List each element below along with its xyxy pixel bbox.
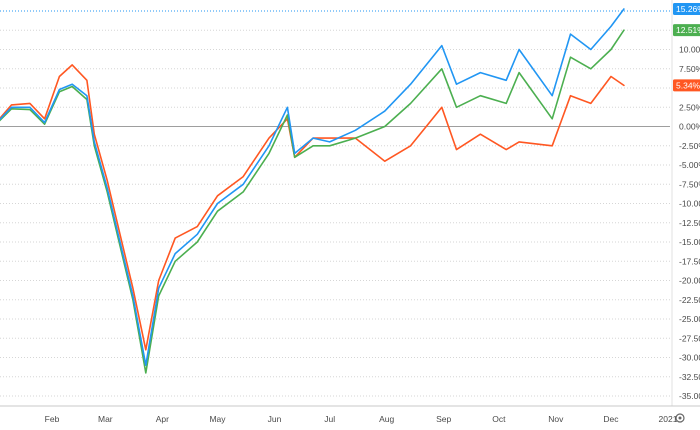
x-tick-label: Jul xyxy=(324,414,335,424)
horizontal-grid xyxy=(0,10,670,397)
y-tick-label: -5.00% xyxy=(679,160,700,170)
series-end-label: 12.51% xyxy=(676,25,700,35)
x-tick-label: Mar xyxy=(98,414,113,424)
x-tick-label: 2021 xyxy=(659,414,678,424)
series-end-label: 15.26% xyxy=(676,4,700,14)
series-line xyxy=(0,64,625,351)
y-tick-label: -10.00% xyxy=(679,199,700,209)
y-tick-label: -12.50% xyxy=(679,218,700,228)
series-end-label: 5.34% xyxy=(676,80,700,90)
y-tick-label: 0.00% xyxy=(679,122,700,132)
x-tick-label: Aug xyxy=(379,414,394,424)
y-tick-label: -25.00% xyxy=(679,314,700,324)
y-tick-label: -2.50% xyxy=(679,141,700,151)
x-tick-label: Oct xyxy=(492,414,506,424)
y-tick-label: -15.00% xyxy=(679,237,700,247)
series-line xyxy=(0,8,625,367)
x-tick-label: Apr xyxy=(156,414,169,424)
y-tick-label: 2.50% xyxy=(679,102,700,112)
y-tick-label: -30.00% xyxy=(679,353,700,363)
settings-gear-icon[interactable] xyxy=(675,413,685,423)
x-axis: Feb Mar Apr May Jun Jul Aug Sep Oct Nov Dec 2021 xyxy=(0,405,700,424)
series-end-badges: 15.26% 12.51% 5.34% xyxy=(673,2,700,92)
y-tick-label: -7.50% xyxy=(679,179,700,189)
x-tick-label: May xyxy=(209,414,226,424)
x-tick-label: Sep xyxy=(436,414,451,424)
y-tick-label: -27.50% xyxy=(679,333,700,343)
y-tick-label: -22.50% xyxy=(679,295,700,305)
plot-area xyxy=(0,8,625,374)
series-end-badge: 5.34% xyxy=(673,79,700,92)
series-line xyxy=(0,29,625,374)
y-tick-label: 10.00% xyxy=(679,45,700,55)
series-end-badge: 12.51% xyxy=(673,24,700,37)
x-tick-label: Dec xyxy=(603,414,619,424)
y-tick-label: 7.50% xyxy=(679,64,700,74)
y-tick-label: -35.00% xyxy=(679,391,700,401)
y-tick-label: -17.50% xyxy=(679,256,700,266)
x-tick-label: Nov xyxy=(548,414,564,424)
y-tick-label: -32.50% xyxy=(679,372,700,382)
series-end-badge: 15.26% xyxy=(673,2,700,15)
x-tick-label: Feb xyxy=(45,414,60,424)
y-tick-label: -20.00% xyxy=(679,276,700,286)
y-axis: 15.00%12.50%10.00%7.50%5.00%2.50%0.00%-2… xyxy=(671,0,700,406)
x-tick-label: Jun xyxy=(268,414,282,424)
